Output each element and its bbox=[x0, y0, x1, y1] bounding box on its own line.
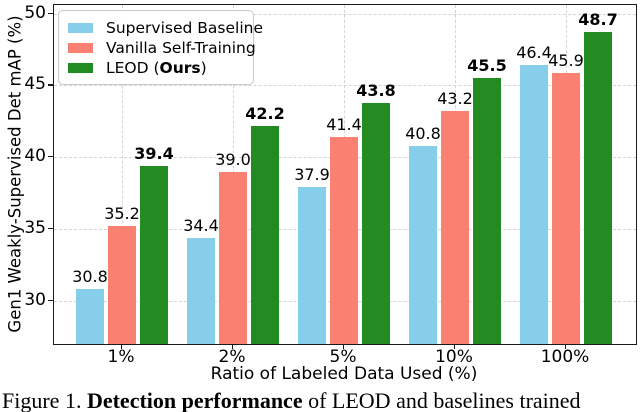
bar-value-label: 42.2 bbox=[245, 103, 285, 123]
bar-value-label: 30.8 bbox=[72, 267, 108, 287]
bar-value-label: 40.8 bbox=[405, 123, 441, 143]
legend-label: Vanilla Self-Training bbox=[106, 39, 256, 57]
bar bbox=[520, 65, 548, 344]
y-tick-label: 30 bbox=[24, 289, 46, 310]
caption-bold: Detection performance bbox=[86, 388, 303, 412]
x-tick-label: 10% bbox=[435, 347, 473, 367]
y-tick-mark bbox=[48, 228, 53, 230]
legend-item: Vanilla Self-Training bbox=[68, 38, 256, 58]
bar bbox=[584, 32, 612, 344]
bar bbox=[552, 72, 580, 344]
caption-suffix: of LEOD and baselines trained bbox=[302, 388, 581, 412]
bar-value-label: 43.8 bbox=[356, 80, 396, 100]
bar bbox=[187, 237, 215, 344]
legend-label-text: Supervised Baseline bbox=[106, 19, 263, 37]
y-tick-label: 50 bbox=[24, 2, 46, 23]
y-tick-mark bbox=[48, 84, 53, 86]
legend-label-bold: Ours bbox=[159, 59, 201, 77]
bar bbox=[441, 111, 469, 344]
legend-label: LEOD (Ours) bbox=[106, 59, 207, 77]
y-tick-mark bbox=[48, 299, 53, 302]
x-tick-label: 5% bbox=[329, 347, 357, 367]
legend: Supervised Baseline Vanilla Self-Training… bbox=[58, 10, 263, 85]
y-tick-label: 45 bbox=[24, 74, 46, 95]
bar bbox=[108, 226, 136, 344]
x-tick-mark bbox=[121, 344, 123, 349]
bar-value-label: 45.5 bbox=[467, 56, 507, 76]
bar bbox=[251, 125, 279, 344]
y-tick-label: 40 bbox=[24, 146, 46, 167]
legend-label-text: Vanilla Self-Training bbox=[106, 39, 256, 57]
bar-layer: 30.8 35.2 39.4 34.4 39.0 42.2 37.9 41.4 43.8 40.8… bbox=[54, 5, 636, 344]
bar-value-label: 34.4 bbox=[183, 215, 219, 235]
y-tick-mark bbox=[48, 12, 53, 14]
bar bbox=[140, 165, 168, 344]
legend-item: LEOD (Ours) bbox=[68, 58, 243, 78]
bar-value-label: 45.9 bbox=[548, 50, 584, 70]
bar-value-label: 41.4 bbox=[326, 115, 362, 135]
y-axis-label: Gen1 Weakly-Supervised Det mAP (%) bbox=[5, 15, 25, 333]
bar-value-label: 43.2 bbox=[437, 89, 473, 109]
x-tick-label: 2% bbox=[218, 347, 246, 367]
gridline-v bbox=[122, 5, 123, 344]
figure-caption: Figure 1. Detection performance of LEOD … bbox=[2, 388, 640, 412]
plot-area: 30.8 35.2 39.4 34.4 39.0 42.2 37.9 41.4 43.8 40.8… bbox=[53, 4, 637, 345]
bar-value-label: 46.4 bbox=[516, 43, 552, 63]
bar-value-label: 39.0 bbox=[215, 149, 251, 169]
bar bbox=[219, 171, 247, 344]
x-tick-mark bbox=[454, 344, 456, 349]
bar-value-label: 35.2 bbox=[104, 204, 140, 224]
bar bbox=[76, 289, 104, 344]
y-tick-mark bbox=[48, 156, 53, 158]
bar-value-label: 48.7 bbox=[578, 10, 618, 30]
bar bbox=[409, 145, 437, 344]
legend-label-text: LEOD ( bbox=[106, 59, 160, 77]
caption-prefix: Figure 1. bbox=[2, 388, 87, 412]
bar bbox=[362, 102, 390, 344]
legend-swatch bbox=[68, 43, 93, 53]
legend-label-text: ) bbox=[200, 59, 207, 77]
legend-swatch bbox=[68, 23, 93, 33]
bar bbox=[330, 137, 358, 344]
gridline-h bbox=[54, 13, 636, 15]
legend-item: Supervised Baseline bbox=[68, 18, 263, 38]
gridline-h bbox=[54, 85, 636, 87]
bar bbox=[298, 187, 326, 344]
x-tick-label: 1% bbox=[107, 347, 135, 367]
bar-value-label: 39.4 bbox=[134, 143, 174, 163]
bar-value-label: 37.9 bbox=[294, 165, 330, 185]
x-tick-label: 100% bbox=[540, 347, 590, 367]
bar bbox=[473, 78, 501, 344]
y-tick-label: 35 bbox=[24, 218, 46, 239]
legend-label: Supervised Baseline bbox=[106, 19, 263, 37]
x-tick-mark bbox=[343, 344, 345, 349]
x-axis-label: Ratio of Labeled Data Used (%) bbox=[210, 364, 478, 384]
legend-swatch bbox=[68, 63, 93, 73]
x-tick-mark bbox=[565, 344, 567, 349]
x-tick-mark bbox=[232, 344, 234, 349]
